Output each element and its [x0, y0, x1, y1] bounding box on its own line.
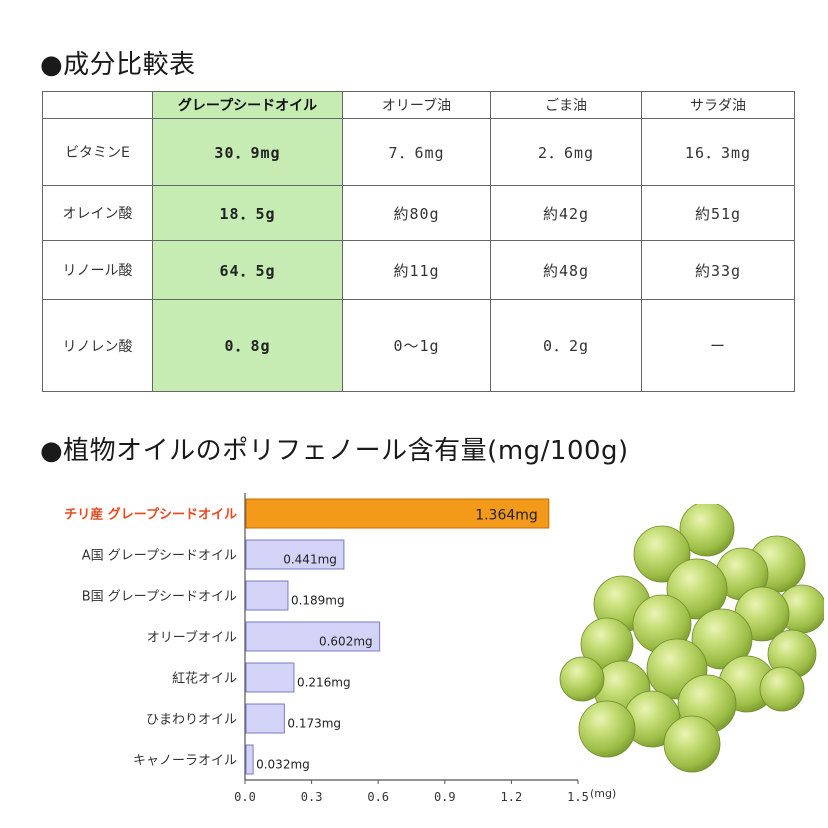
table-cell: 約80g	[342, 185, 491, 241]
table-row: オレイン酸 18．5g 約80g 約42g 約51g	[42, 185, 795, 241]
bar	[245, 580, 289, 611]
x-axis-unit: (mg)	[590, 787, 616, 800]
row-label-oleic-acid: オレイン酸	[42, 185, 153, 241]
table-row: ビタミンE 30．9mg 7．6mg 2．6mg 16．3mg	[42, 118, 795, 186]
x-tick-label: 1.5	[567, 790, 589, 804]
grape-berry	[691, 608, 753, 670]
category-label: ひまわりオイル	[146, 713, 237, 728]
grape-berry	[759, 666, 805, 712]
category-label: オリーブオイル	[147, 630, 237, 646]
comparison-table-title: ●成分比較表	[40, 50, 196, 80]
table-row: リノレン酸 0．8g 0〜1g 0．2g ー	[42, 299, 795, 392]
data-label: 0.441mg	[283, 553, 337, 567]
table-cell: 30．9mg	[152, 118, 343, 186]
x-tick-label: 0.9	[434, 790, 456, 804]
table-cell: 16．3mg	[641, 118, 795, 186]
table-cell: 0．8g	[152, 299, 343, 392]
bar	[245, 539, 345, 570]
table-cell: ー	[641, 299, 795, 392]
grape-berry	[559, 656, 605, 702]
table-cell: 0．2g	[490, 299, 642, 392]
table-cell: 64．5g	[152, 240, 343, 300]
grape-berry	[663, 715, 721, 773]
row-label-linoleic-acid: リノール酸	[42, 240, 153, 300]
polyphenol-bar-chart: チリ産 グレープシードオイル 1.364mg A国 グレープシードオイル 0.441m…	[64, 493, 616, 804]
row-label-linolenic-acid: リノレン酸	[42, 299, 153, 392]
category-label: チリ産 グレープシードオイル	[64, 507, 237, 523]
green-grapes-image	[559, 504, 824, 773]
bar	[245, 703, 285, 734]
table-header-corner	[42, 91, 153, 119]
table-cell: 18．5g	[152, 185, 343, 241]
data-label: 0.173mg	[287, 717, 341, 731]
table-cell: 約33g	[641, 240, 795, 300]
table-cell: 約42g	[490, 185, 642, 241]
table-header-salad: サラダ油	[641, 91, 795, 119]
grape-berry	[679, 504, 735, 557]
bar	[245, 498, 550, 529]
x-tick-label: 0.3	[301, 790, 323, 804]
table-cell: 約48g	[490, 240, 642, 300]
data-label: 1.364mg	[475, 508, 538, 524]
category-label: 紅花オイル	[172, 671, 237, 687]
table-header-olive: オリーブ油	[342, 91, 491, 119]
table-row: リノール酸 64．5g 約11g 約48g 約33g	[42, 240, 795, 300]
table-header-row: グレープシードオイル オリーブ油 ごま油 サラダ油	[42, 91, 795, 119]
table-cell: 約51g	[641, 185, 795, 241]
table-cell: 2．6mg	[490, 118, 642, 186]
bar	[245, 621, 381, 652]
table-header-grapeseed: グレープシードオイル	[152, 91, 343, 119]
comparison-table: グレープシードオイル オリーブ油 ごま油 サラダ油 ビタミンE 30．9mg 7…	[42, 91, 795, 392]
data-label: 0.032mg	[256, 758, 310, 772]
polyphenol-chart-title: ●植物オイルのポリフェノール含有量(mg/100g)	[40, 436, 629, 466]
table-header-sesame: ごま油	[490, 91, 642, 119]
grape-berry	[578, 700, 636, 758]
row-label-vitamin-e: ビタミンE	[42, 118, 153, 186]
data-label: 0.216mg	[297, 676, 351, 690]
x-tick-label: 1.2	[501, 790, 523, 804]
bar	[245, 744, 254, 775]
data-label: 0.189mg	[291, 594, 345, 608]
table-cell: 7．6mg	[342, 118, 491, 186]
data-label: 0.602mg	[319, 635, 373, 649]
table-cell: 約11g	[342, 240, 491, 300]
x-tick-label: 0.0	[234, 790, 256, 804]
bar	[245, 662, 295, 693]
category-label: A国 グレープシードオイル	[82, 549, 237, 564]
table-cell: 0〜1g	[342, 299, 491, 392]
x-tick-label: 0.6	[367, 790, 389, 804]
category-label: B国 グレープシードオイル	[82, 590, 237, 605]
category-label: キャノーラオイル	[133, 754, 237, 769]
